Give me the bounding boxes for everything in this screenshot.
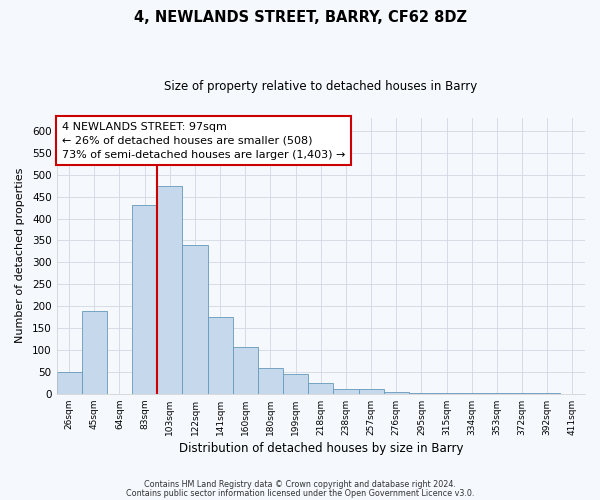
Bar bbox=[283, 374, 308, 394]
Bar bbox=[334, 390, 359, 394]
Bar bbox=[359, 390, 383, 394]
Title: Size of property relative to detached houses in Barry: Size of property relative to detached ho… bbox=[164, 80, 478, 93]
Text: 4 NEWLANDS STREET: 97sqm
← 26% of detached houses are smaller (508)
73% of semi-: 4 NEWLANDS STREET: 97sqm ← 26% of detach… bbox=[62, 122, 345, 160]
Bar bbox=[258, 368, 283, 394]
X-axis label: Distribution of detached houses by size in Barry: Distribution of detached houses by size … bbox=[179, 442, 463, 455]
Bar bbox=[409, 393, 434, 394]
Bar bbox=[208, 317, 233, 394]
Bar bbox=[383, 392, 409, 394]
Bar bbox=[308, 383, 334, 394]
Bar bbox=[132, 206, 157, 394]
Bar bbox=[182, 245, 208, 394]
Bar bbox=[56, 372, 82, 394]
Bar bbox=[82, 310, 107, 394]
Bar bbox=[157, 186, 182, 394]
Text: 4, NEWLANDS STREET, BARRY, CF62 8DZ: 4, NEWLANDS STREET, BARRY, CF62 8DZ bbox=[133, 10, 467, 25]
Y-axis label: Number of detached properties: Number of detached properties bbox=[15, 168, 25, 344]
Text: Contains HM Land Registry data © Crown copyright and database right 2024.: Contains HM Land Registry data © Crown c… bbox=[144, 480, 456, 489]
Bar bbox=[434, 393, 459, 394]
Text: Contains public sector information licensed under the Open Government Licence v3: Contains public sector information licen… bbox=[126, 488, 474, 498]
Bar bbox=[233, 347, 258, 394]
